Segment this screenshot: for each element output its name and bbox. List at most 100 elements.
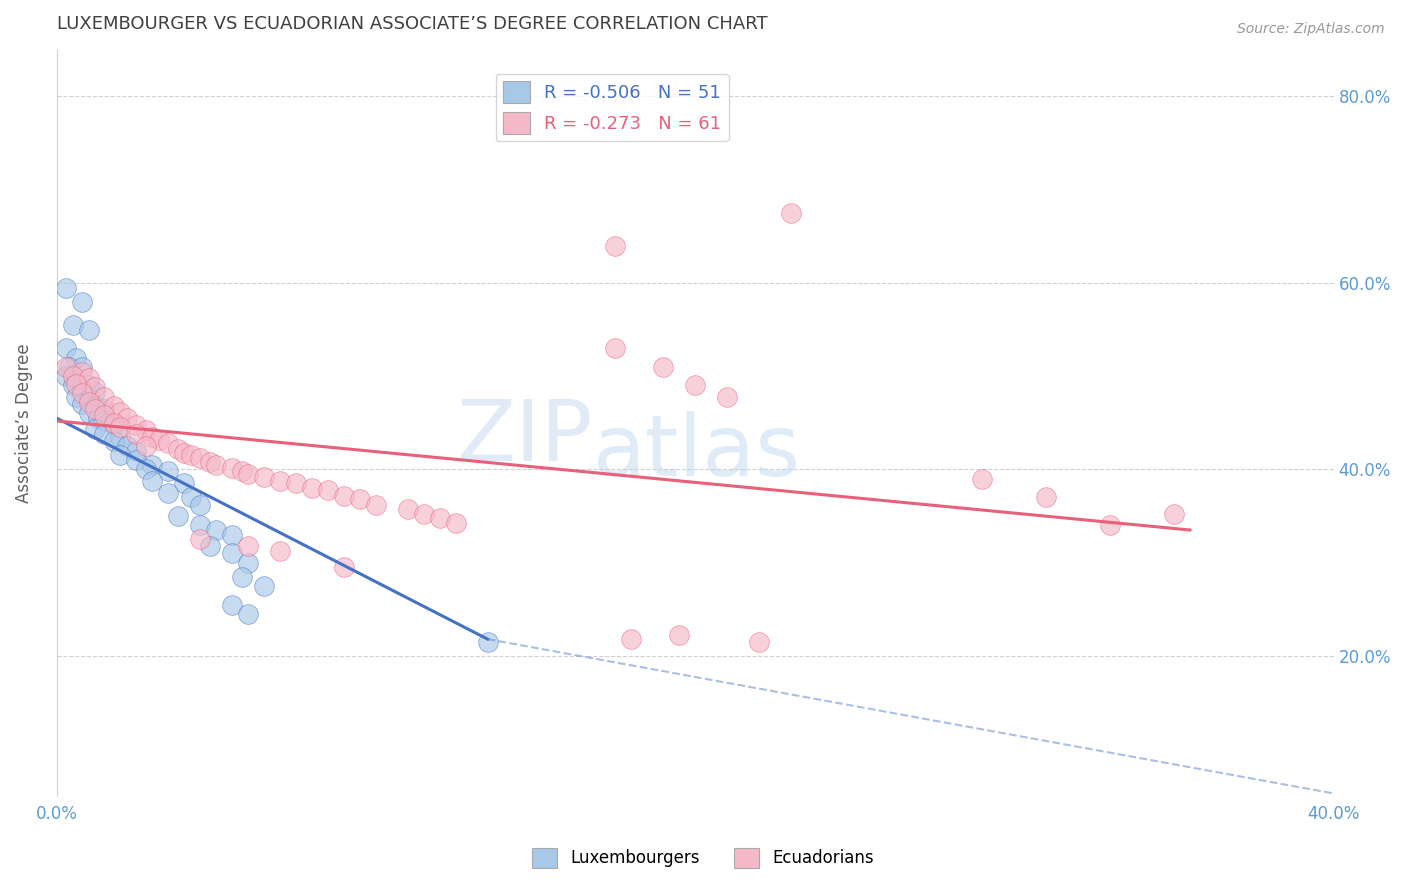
Point bbox=[620, 632, 643, 646]
Point bbox=[148, 433, 170, 447]
Point bbox=[1035, 491, 1057, 505]
Point bbox=[173, 476, 195, 491]
Point bbox=[125, 453, 148, 467]
Point bbox=[70, 359, 93, 374]
Point bbox=[65, 390, 87, 404]
Point bbox=[198, 539, 221, 553]
Legend: Luxembourgers, Ecuadorians: Luxembourgers, Ecuadorians bbox=[526, 841, 880, 875]
Point bbox=[605, 238, 627, 252]
Point bbox=[716, 390, 738, 404]
Point bbox=[972, 472, 994, 486]
Point bbox=[188, 533, 211, 547]
Point bbox=[110, 449, 132, 463]
Point bbox=[269, 474, 291, 488]
Point bbox=[84, 399, 107, 413]
Point bbox=[221, 598, 243, 612]
Point bbox=[269, 544, 291, 558]
Text: Source: ZipAtlas.com: Source: ZipAtlas.com bbox=[1237, 22, 1385, 37]
Point bbox=[683, 378, 706, 392]
Y-axis label: Associate’s Degree: Associate’s Degree bbox=[15, 343, 32, 502]
Point bbox=[253, 579, 276, 593]
Point bbox=[84, 384, 107, 399]
Point bbox=[87, 411, 110, 425]
Point bbox=[221, 546, 243, 560]
Point bbox=[180, 449, 202, 463]
Point bbox=[157, 485, 180, 500]
Point bbox=[141, 458, 163, 472]
Point bbox=[668, 628, 690, 642]
Point bbox=[231, 569, 253, 583]
Point bbox=[77, 395, 100, 409]
Point bbox=[188, 518, 211, 533]
Point bbox=[115, 411, 138, 425]
Point bbox=[93, 427, 115, 442]
Point bbox=[238, 539, 260, 553]
Point bbox=[141, 430, 163, 444]
Point bbox=[70, 294, 93, 309]
Point bbox=[55, 369, 77, 384]
Point bbox=[77, 392, 100, 406]
Point bbox=[103, 399, 125, 413]
Point bbox=[110, 430, 132, 444]
Point bbox=[173, 445, 195, 459]
Point bbox=[157, 464, 180, 478]
Point bbox=[412, 507, 434, 521]
Point bbox=[301, 481, 323, 495]
Point bbox=[93, 401, 115, 416]
Point bbox=[605, 341, 627, 355]
Point bbox=[333, 489, 356, 503]
Point bbox=[65, 376, 87, 391]
Point bbox=[444, 516, 467, 531]
Point bbox=[77, 322, 100, 336]
Point bbox=[349, 492, 371, 507]
Point bbox=[285, 476, 308, 491]
Point bbox=[141, 474, 163, 488]
Point bbox=[180, 491, 202, 505]
Point bbox=[748, 635, 770, 649]
Text: LUXEMBOURGER VS ECUADORIAN ASSOCIATE’S DEGREE CORRELATION CHART: LUXEMBOURGER VS ECUADORIAN ASSOCIATE’S D… bbox=[56, 15, 768, 33]
Point bbox=[103, 417, 125, 432]
Text: atlas: atlas bbox=[593, 411, 801, 494]
Point bbox=[238, 556, 260, 570]
Point bbox=[135, 423, 157, 437]
Point bbox=[780, 206, 803, 220]
Point bbox=[429, 511, 451, 525]
Point bbox=[55, 341, 77, 355]
Point bbox=[77, 378, 100, 392]
Point bbox=[62, 378, 84, 392]
Point bbox=[93, 414, 115, 428]
Point bbox=[70, 383, 93, 397]
Point bbox=[1099, 518, 1122, 533]
Point bbox=[93, 390, 115, 404]
Point bbox=[364, 498, 387, 512]
Point bbox=[135, 462, 157, 476]
Point bbox=[62, 369, 84, 384]
Point bbox=[110, 404, 132, 418]
Point bbox=[77, 407, 100, 421]
Point bbox=[157, 436, 180, 450]
Point bbox=[477, 635, 499, 649]
Point bbox=[253, 470, 276, 484]
Point bbox=[125, 443, 148, 458]
Point bbox=[65, 351, 87, 365]
Point bbox=[333, 560, 356, 574]
Point bbox=[70, 386, 93, 401]
Point bbox=[167, 509, 190, 524]
Point bbox=[70, 364, 93, 378]
Point bbox=[84, 401, 107, 416]
Point bbox=[55, 280, 77, 294]
Point bbox=[238, 607, 260, 621]
Point bbox=[205, 523, 228, 537]
Point bbox=[125, 427, 148, 442]
Point bbox=[103, 434, 125, 449]
Point bbox=[396, 501, 419, 516]
Point bbox=[84, 380, 107, 394]
Point bbox=[110, 420, 132, 434]
Point bbox=[58, 359, 80, 374]
Point bbox=[62, 318, 84, 332]
Point bbox=[188, 451, 211, 466]
Point bbox=[652, 359, 675, 374]
Point bbox=[231, 464, 253, 478]
Point bbox=[221, 460, 243, 475]
Point bbox=[198, 455, 221, 469]
